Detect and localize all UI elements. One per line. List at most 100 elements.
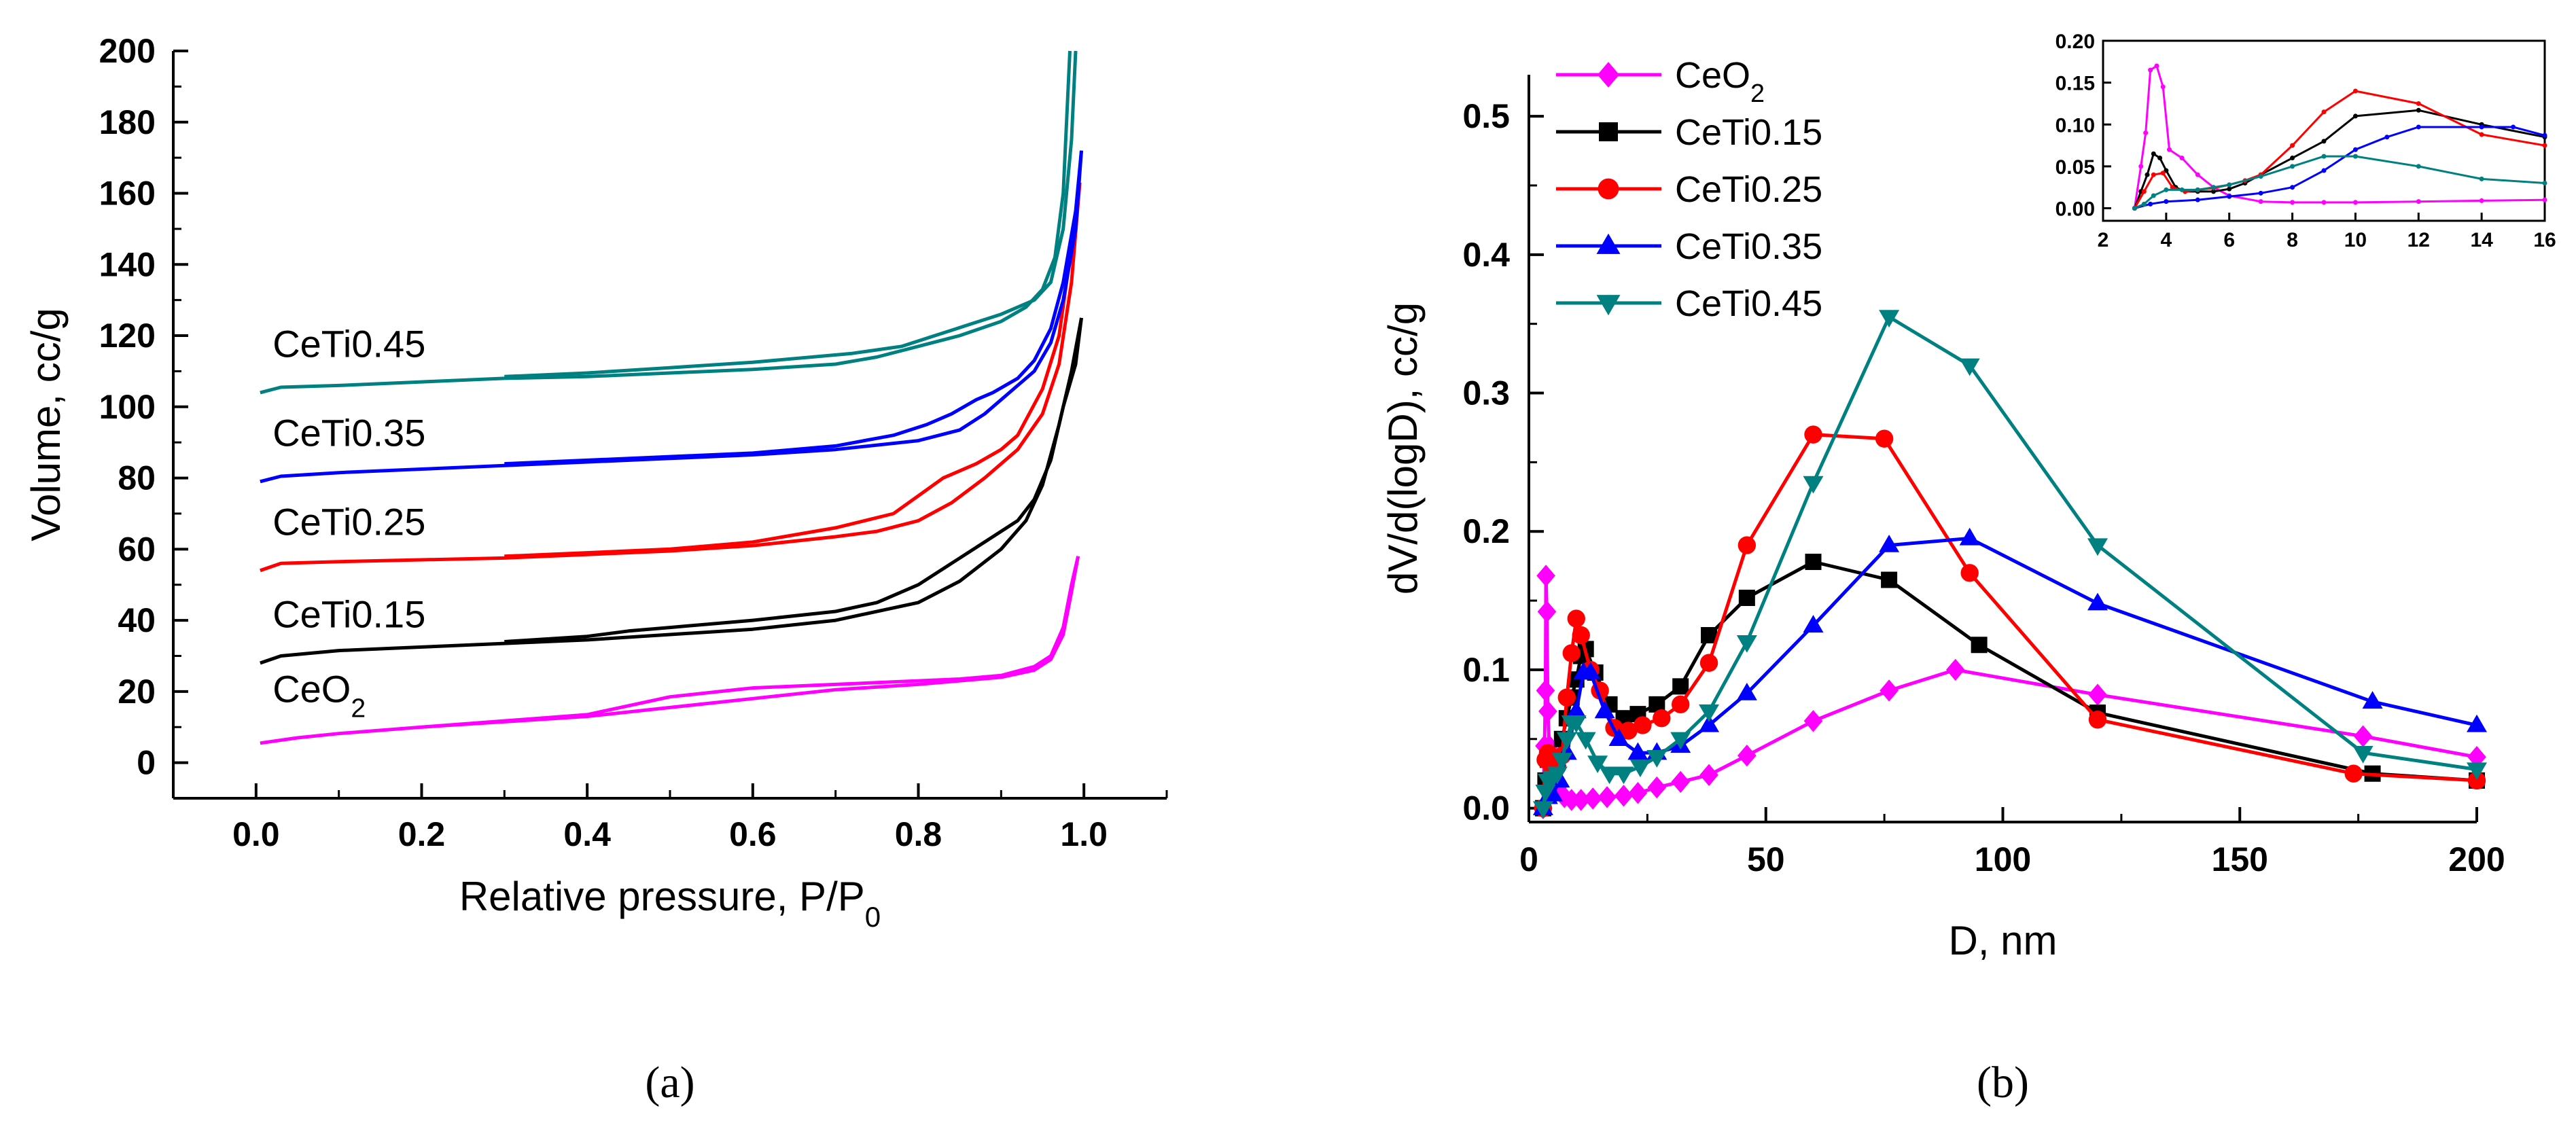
inset-y-tick-label: 0.20 [2055,31,2095,53]
data-point-CeTi0.25 [1672,695,1690,714]
series-label-CeTi0.45-main: CeTi0.45 [272,322,425,365]
inset-data-point-CeTi0.25 [2151,172,2156,177]
legend-label-CeO2: CeO2 [1675,55,1765,108]
panel-label-b: (b) [1977,1058,2029,1107]
y-tick-label-a: 160 [99,175,156,213]
data-point-CeO2 [1598,786,1617,808]
y-tick-label-b: 0.0 [1462,789,1510,827]
y-axis-label-b: dV/d(logD), cc/g [1380,302,1426,594]
data-point-CeTi0.25 [1699,654,1718,672]
x-tick-label-a: 0.6 [729,815,777,853]
inset-x-tick-label: 16 [2533,229,2556,251]
data-point-CeTi0.25 [1875,429,1894,448]
inset-data-point-CeTi0.25 [2416,101,2421,106]
data-point-CeO2 [1536,679,1555,702]
inset-data-point-CeTi0.35 [2164,199,2169,204]
data-point-CeO2 [1671,770,1690,794]
data-point-CeO2 [1699,764,1718,786]
inset-data-point-CeTi0.15 [2352,113,2358,119]
data-point-CeTi0.35 [1803,615,1824,632]
data-point-CeTi0.45 [1575,732,1596,750]
data-point-CeO2 [1583,787,1602,810]
data-point-CeTi0.25 [1562,644,1581,662]
series-label-CeTi0.35: CeTi0.35 [272,411,425,454]
inset-data-point-CeTi0.25 [2290,143,2295,148]
inset-data-point-CeO2 [2138,164,2144,169]
x-axis-label-a-main: Relative pressure, P/P [459,874,865,919]
inset-data-point-CeTi0.15 [2321,139,2327,144]
legend-label-CeTi0.35: CeTi0.35 [1675,226,1822,267]
data-point-CeO2 [1536,565,1555,587]
isotherm-desorption-CeTi0.45 [504,50,1078,378]
data-point-CeTi0.35 [1959,527,1980,546]
data-point-CeO2 [1880,679,1899,702]
data-point-CeTi0.45 [1532,801,1553,819]
y-tick-label-a: 140 [99,245,156,283]
data-point-CeTi0.25 [1653,709,1671,728]
inset-data-point-CeTi0.45 [2151,193,2156,198]
y-tick-label-a: 120 [99,317,156,355]
inset-data-point-CeTi0.35 [2542,132,2547,138]
y-tick-label-a: 200 [99,32,156,70]
data-point-CeO2 [1614,785,1634,807]
inset-data-point-CeTi0.45 [2479,176,2484,181]
legend-marker-CeTi0.15 [1599,122,1618,141]
inset-data-point-CeTi0.45 [2195,187,2200,192]
data-point-CeO2 [1628,782,1648,804]
isotherm-desorption-CeTi0.15 [504,317,1083,643]
panel-b-chart: 0.0 0.1 0.2 0.3 0.4 0.5 0 50 100 150 200 D, nm dV/d(… [1380,55,2505,1107]
data-point-CeTi0.45 [1646,750,1668,768]
inset-data-point-CeO2 [2195,172,2200,177]
x-tick-label-b: 200 [2448,840,2505,878]
y-tick-label-b: 0.2 [1462,512,1510,550]
data-point-CeO2 [1537,601,1557,623]
legend-label-CeTi0.25: CeTi0.25 [1675,169,1822,210]
x-tick-label-b: 50 [1747,840,1785,878]
x-tick-label-a: 0.2 [398,815,446,853]
inset-data-point-CeTi0.15 [2227,186,2232,192]
inset-series-line-CeO2 [2133,65,2545,209]
inset-data-point-CeTi0.45 [2211,185,2216,190]
inset-data-point-CeTi0.35 [2258,190,2263,196]
data-point-CeTi0.45 [1736,635,1757,653]
inset-data-point-CeTi0.45 [2179,187,2185,192]
inset-series-line-CeTi0.35 [2134,126,2545,209]
data-point-CeTi0.45 [1556,732,1577,750]
data-point-CeTi0.15 [1805,554,1822,571]
data-point-CeTi0.25 [1634,716,1652,734]
inset-data-point-CeTi0.35 [2148,201,2153,207]
inset-data-point-CeTi0.25 [2141,189,2147,194]
data-point-CeO2 [1562,789,1581,811]
data-point-CeO2 [1571,789,1591,811]
legend-marker-CeTi0.35 [1596,233,1621,254]
inset-x-tick-label: 10 [2344,229,2367,251]
data-point-CeTi0.15 [1971,637,1988,654]
data-point-CeTi0.45 [1699,704,1720,722]
inset-data-point-CeTi0.25 [2160,171,2166,176]
isotherm-desorption-CeTi0.35 [504,150,1083,466]
data-point-CeTi0.35 [2362,691,2383,709]
data-point-CeTi0.45 [1599,766,1620,785]
inset-x-tick-label: 14 [2470,229,2493,251]
y-tick-label-a: 60 [118,530,156,568]
inset-data-point-CeTi0.15 [2145,172,2150,177]
data-point-CeTi0.45 [1551,753,1572,770]
legend-label-CeO2-main: CeO [1675,55,1750,96]
data-point-CeO2 [1737,745,1757,767]
data-point-CeTi0.25 [2088,711,2107,729]
series-label-CeO2: CeO2 [272,668,366,724]
inset-data-point-CeTi0.35 [2195,197,2200,202]
data-point-CeTi0.35 [2467,714,2487,732]
inset-data-point-CeTi0.35 [2511,124,2516,130]
isotherm-desorption-CeO2 [421,556,1080,729]
data-point-CeO2 [1803,710,1823,732]
legend-marker-CeTi0.25 [1598,178,1619,200]
data-point-CeTi0.25 [2344,764,2363,783]
data-point-CeTi0.45 [1670,732,1691,750]
data-point-CeTi0.25 [1567,609,1585,628]
y-tick-label-b: 0.3 [1462,374,1510,412]
legend-label-CeTi0.15-main: CeTi0.15 [1675,112,1822,153]
data-point-CeTi0.25 [1619,721,1638,740]
data-point-CeTi0.45 [1879,310,1900,328]
